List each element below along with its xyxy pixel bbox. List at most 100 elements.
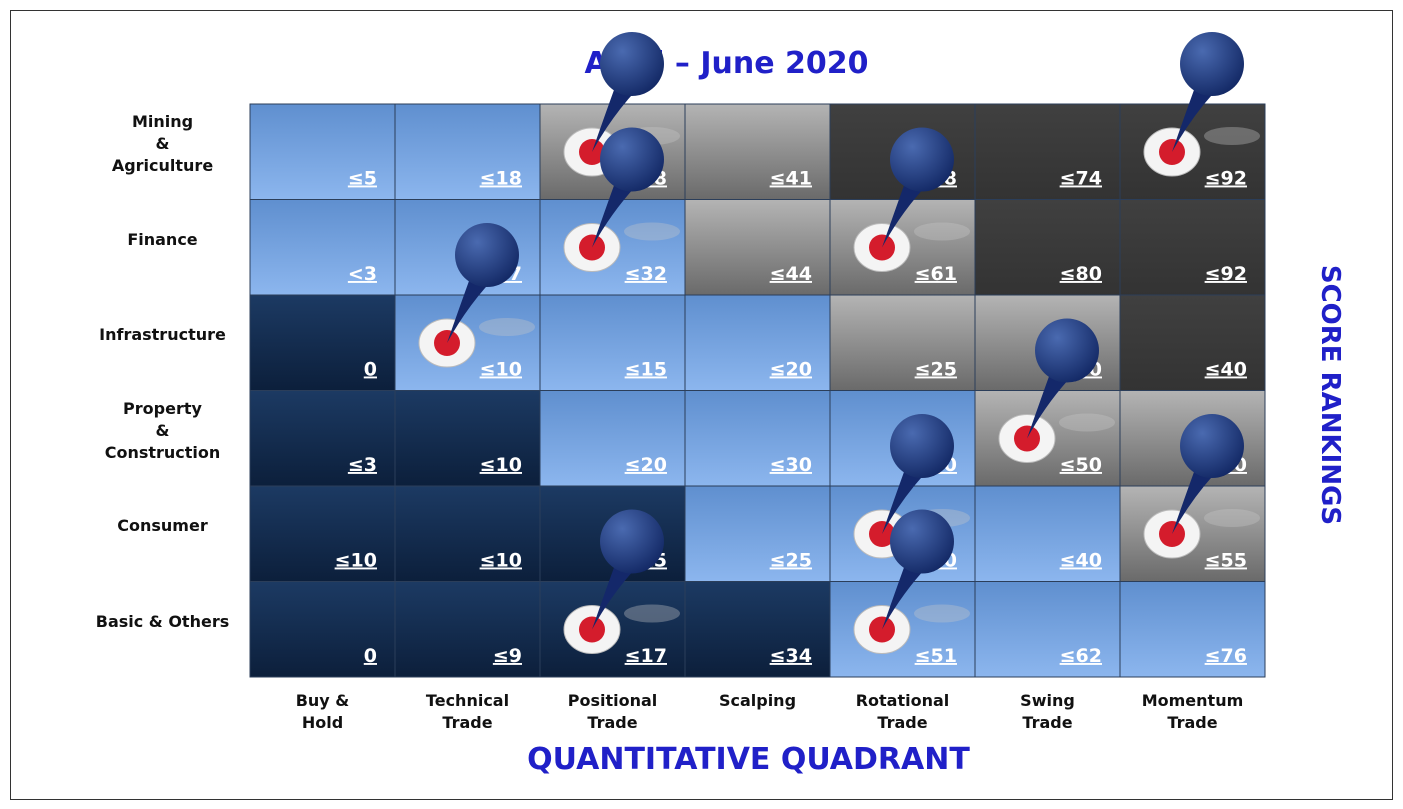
pin (563, 127, 680, 272)
pin-head (890, 509, 954, 574)
pin (418, 223, 535, 368)
cell-label: ≤10 (335, 550, 377, 572)
cell (249, 390, 396, 487)
cell-label: ≤20 (625, 454, 667, 476)
cell (684, 581, 831, 678)
cell-label: ≤25 (770, 550, 812, 572)
cell-label: ≤50 (1060, 454, 1102, 476)
pin-needle (882, 464, 934, 534)
pin-needle (592, 177, 644, 248)
cell-label: <3 (348, 263, 377, 285)
cell (1119, 581, 1266, 678)
pin-head (1180, 414, 1244, 478)
cell-label: ≤15 (625, 359, 667, 381)
cell (394, 581, 541, 678)
cell (684, 294, 831, 391)
pin-needle (592, 559, 644, 630)
x-axis-title: QUANTITATIVE QUADRANT (527, 742, 970, 777)
cell-label: ≤34 (770, 645, 812, 667)
cell-label: ≤30 (770, 454, 812, 476)
pin-head (600, 509, 664, 574)
column-label: Swing Trade (1020, 691, 1075, 732)
cell-label: ≤40 (1205, 359, 1247, 381)
cell-label: ≤40 (1060, 550, 1102, 572)
pin-shadow (914, 604, 970, 623)
pin-head (1035, 318, 1099, 383)
pin (1143, 32, 1260, 177)
cell-label: ≤92 (1205, 263, 1247, 285)
cell (249, 581, 396, 678)
cell (539, 390, 686, 487)
pin-shadow (1204, 127, 1260, 145)
pin-head (600, 32, 664, 96)
cell-label: ≤25 (915, 359, 957, 381)
cell-label: ≤44 (770, 263, 812, 285)
cell-label: ≤5 (348, 168, 377, 190)
pin-needle (1172, 82, 1224, 152)
cell-label: 0 (364, 645, 377, 667)
cell (974, 103, 1121, 200)
pin-needle (882, 559, 934, 630)
cell (974, 581, 1121, 678)
cell (684, 390, 831, 487)
row-label: Consumer (117, 516, 208, 535)
pin (998, 318, 1115, 463)
cell-label: ≤17 (625, 645, 667, 667)
cell-label: ≤20 (770, 359, 812, 381)
cell (249, 485, 396, 582)
column-label: Scalping (718, 691, 797, 710)
row-label: Infrastructure (99, 325, 226, 344)
row-label: Basic & Others (95, 611, 230, 631)
cell-label: ≤80 (1060, 263, 1102, 285)
column-label: Buy & Hold (295, 691, 350, 732)
pin-needle (882, 177, 934, 248)
cell (974, 485, 1121, 582)
column-label: Rotational Trade (855, 691, 950, 732)
pin-shadow (624, 604, 680, 623)
pin (853, 509, 970, 654)
cell-label: ≤32 (625, 263, 667, 285)
pin-shadow (1059, 413, 1115, 432)
cell-label: 0 (364, 359, 377, 381)
cell (249, 103, 396, 200)
pin-head (890, 127, 954, 192)
pin-head (600, 127, 664, 192)
pin (563, 509, 680, 654)
pin-shadow (624, 222, 680, 241)
pin-head (890, 414, 954, 478)
cell (539, 294, 686, 391)
pin-head (1180, 32, 1244, 96)
cell-label: ≤41 (770, 168, 812, 190)
cell-label: ≤76 (1205, 645, 1247, 667)
pin-shadow (479, 318, 535, 336)
cell (1119, 199, 1266, 296)
column-label: Momentum Trade (1141, 691, 1244, 732)
cell (249, 199, 396, 296)
column-label: Positional Trade (567, 691, 658, 732)
cell-label: ≤51 (915, 645, 957, 667)
pin-head (455, 223, 519, 287)
pin-needle (447, 273, 499, 343)
cell-label: ≤18 (480, 168, 522, 190)
row-label: Mining & Agriculture (111, 112, 214, 175)
cell-label: ≤9 (493, 645, 522, 667)
cell-label: ≤10 (480, 550, 522, 572)
cell-label: ≤74 (1060, 168, 1102, 190)
row-label: Property & Construction (104, 398, 221, 462)
cell-label: ≤10 (480, 359, 522, 381)
pin (853, 127, 970, 272)
pin-needle (592, 82, 644, 152)
cell (684, 199, 831, 296)
frame (10, 10, 1393, 800)
pin-shadow (1204, 509, 1260, 527)
row-label: Finance (127, 229, 198, 249)
pin-needle (1027, 368, 1079, 439)
cell-label: ≤55 (1205, 550, 1247, 572)
cell-label: ≤92 (1205, 168, 1247, 190)
cell-label: ≤3 (348, 454, 377, 476)
cell-label: ≤61 (915, 263, 957, 285)
pin-shadow (914, 222, 970, 241)
column-label: Technical Trade (425, 691, 510, 732)
